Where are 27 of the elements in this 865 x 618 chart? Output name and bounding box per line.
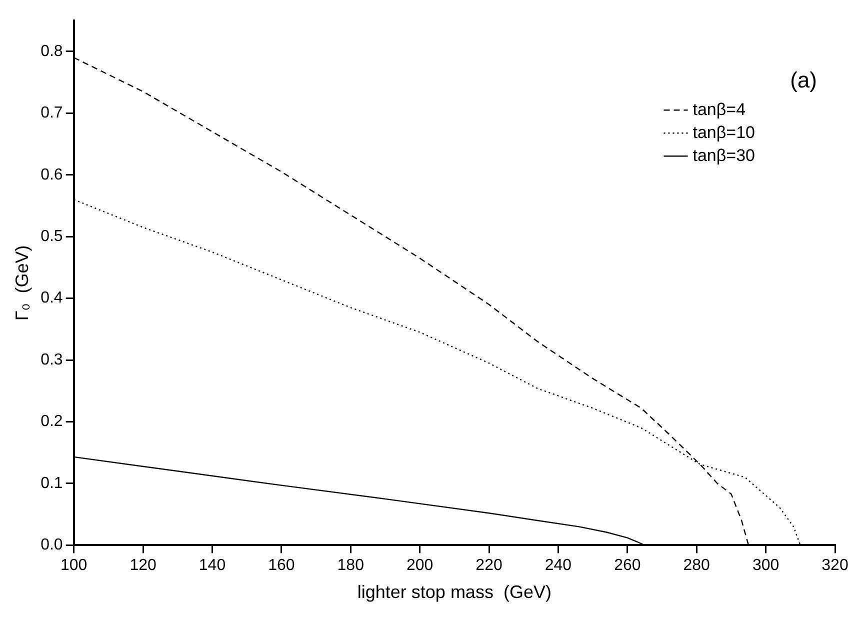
- x-tick-label: 120: [130, 557, 156, 574]
- y-tick-label: 0.7: [40, 104, 63, 122]
- x-tick-label: 100: [60, 557, 88, 574]
- x-tick-label: 180: [337, 557, 364, 574]
- x-tick-label: 280: [683, 557, 710, 574]
- x-axis-title: lighter stop mass (GeV): [357, 582, 552, 602]
- x-tick-label: 300: [752, 557, 780, 574]
- x-tick-label: 260: [614, 557, 641, 574]
- x-tick-label: 200: [406, 557, 434, 574]
- legend-label: tanβ=30: [692, 146, 755, 165]
- y-tick-label: 0.2: [40, 413, 63, 430]
- legend-label: tanβ=10: [692, 122, 755, 142]
- y-tick-label: 0.4: [40, 290, 63, 307]
- y-tick-label: 0.8: [40, 42, 63, 60]
- y-tick-label: 0.0: [40, 536, 63, 554]
- x-tick-label: 160: [268, 557, 295, 574]
- y-axis-title: Γ₀ (GeV): [12, 245, 32, 321]
- x-tick-label: 220: [476, 557, 502, 574]
- x-tick-label: 140: [198, 557, 226, 574]
- y-tick-label: 0.6: [40, 166, 63, 184]
- x-tick-label: 240: [544, 557, 572, 574]
- y-tick-label: 0.1: [40, 474, 63, 492]
- y-tick-label: 0.3: [40, 351, 63, 368]
- y-tick-label: 0.5: [40, 228, 63, 246]
- annotation: (a): [790, 68, 817, 93]
- legend-label: tanβ=4: [692, 100, 746, 119]
- x-tick-label: 320: [822, 557, 848, 574]
